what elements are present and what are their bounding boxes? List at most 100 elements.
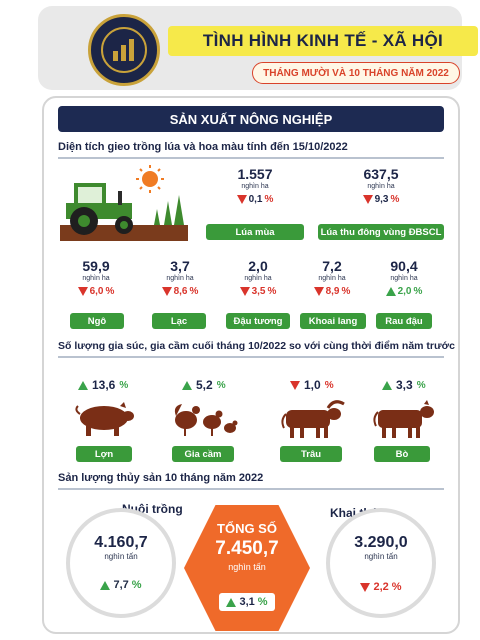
metric-value: 3,7 xyxy=(170,258,190,274)
metric-lac: 3,7 nghìn ha 8,6% xyxy=(150,258,210,297)
metric-lua-mua: 1.557 nghìn ha 0,1% xyxy=(210,166,300,205)
metric-change: 9,3 xyxy=(374,194,389,205)
metric-value: 2,0 xyxy=(248,258,268,274)
label-rau-dau: Rau đậu xyxy=(376,313,432,329)
increase-arrow-icon xyxy=(182,380,192,390)
livestock-cow-change: 3,3% xyxy=(382,378,426,392)
change-value: 3,1 xyxy=(239,596,255,608)
percent-sign: % xyxy=(341,286,351,297)
label-bo: Bò xyxy=(374,446,430,462)
label-dau-tuong: Đậu tương xyxy=(226,313,290,329)
change-value: 7,7 xyxy=(113,579,129,591)
percent-sign: % xyxy=(264,194,274,205)
change-value: 2,2 xyxy=(373,581,389,593)
label-gia-cam: Gia cầm xyxy=(172,446,234,462)
metric-lua-thu-dong: 637,5 nghìn ha 9,3% xyxy=(336,166,426,205)
decrease-arrow-icon xyxy=(161,287,172,296)
metric-unit: nghìn ha xyxy=(244,275,272,282)
pig-icon xyxy=(75,402,134,436)
metric-unit: nghìn ha xyxy=(390,275,418,282)
metric-dau-tuong: 2,0 nghìn ha 3,5% xyxy=(228,258,288,297)
decrease-arrow-icon xyxy=(313,287,324,296)
percent-sign: % xyxy=(131,579,142,591)
capture-ring xyxy=(326,508,436,618)
metric-change: 3,5 xyxy=(251,286,266,297)
planting-heading: Diện tích gieo trồng lúa và hoa màu tính… xyxy=(58,141,348,153)
percent-sign: % xyxy=(391,581,402,593)
aquaculture-unit: nghìn tấn xyxy=(104,552,138,561)
capture-value: 3.290,0 xyxy=(354,534,408,551)
header-card: TÌNH HÌNH KINH TẾ - XÃ HỘI THÁNG MƯỜI VÀ… xyxy=(38,6,478,90)
metric-unit: nghìn ha xyxy=(367,183,395,190)
fishery-divider xyxy=(58,488,444,490)
total-value: 7.450,7 xyxy=(215,538,279,559)
capture-metric: 3.290,0 nghìn tấn xyxy=(326,534,436,561)
metric-change: 0,1 xyxy=(248,194,263,205)
capture-unit: nghìn tấn xyxy=(364,552,398,561)
livestock-buffalo-change: 1,0% xyxy=(290,378,334,392)
metric-value: 90,4 xyxy=(390,258,418,274)
percent-sign: % xyxy=(105,286,115,297)
change-value: 5,2 xyxy=(196,378,213,392)
percent-sign: % xyxy=(257,596,268,608)
percent-sign: % xyxy=(413,286,423,297)
metric-unit: nghìn ha xyxy=(318,275,346,282)
label-khoai-lang: Khoai lang xyxy=(300,313,366,329)
metric-unit: nghìn ha xyxy=(82,275,110,282)
livestock-divider xyxy=(58,356,444,358)
fishery-heading: Sản lượng thủy sản 10 tháng năm 2022 xyxy=(58,472,264,484)
decrease-arrow-icon xyxy=(236,195,247,204)
metric-unit: nghìn ha xyxy=(241,183,269,190)
increase-arrow-icon xyxy=(382,380,392,390)
increase-arrow-icon xyxy=(226,597,237,607)
percent-sign: % xyxy=(216,379,226,391)
percent-sign: % xyxy=(416,379,426,391)
metric-value: 1.557 xyxy=(237,166,273,182)
cow-icon xyxy=(373,400,434,438)
metric-rau-dau: 90,4 nghìn ha 2,0% xyxy=(374,258,434,297)
page-title: TÌNH HÌNH KINH TẾ - XÃ HỘI xyxy=(202,31,444,50)
label-lua-mua: Lúa mùa xyxy=(206,224,304,240)
metric-change: 2,0 xyxy=(397,286,412,297)
decrease-arrow-icon xyxy=(239,287,250,296)
aquaculture-metric: 4.160,7 nghìn tấn xyxy=(66,534,176,561)
metric-ngo: 59,9 nghìn ha 6,0% xyxy=(66,258,126,297)
aquaculture-change: 7,7% xyxy=(94,576,148,594)
page-subtitle: THÁNG MƯỜI VÀ 10 THÁNG NĂM 2022 xyxy=(263,67,449,79)
increase-arrow-icon xyxy=(78,380,88,390)
total-label: TỔNG SỐ xyxy=(217,521,277,536)
decrease-arrow-icon xyxy=(362,195,373,204)
percent-sign: % xyxy=(189,286,199,297)
livestock-heading: Số lượng gia súc, gia cầm cuối tháng 10/… xyxy=(58,340,455,352)
tractor-farm-icon xyxy=(60,165,188,241)
buffalo-icon xyxy=(281,400,345,438)
metric-value: 637,5 xyxy=(363,166,399,182)
metric-change: 6,0 xyxy=(89,286,104,297)
title-bar: TÌNH HÌNH KINH TẾ - XÃ HỘI xyxy=(168,26,478,56)
label-lua-thu-dong: Lúa thu đông vùng ĐBSCL xyxy=(318,224,444,240)
change-value: 13,6 xyxy=(92,378,116,392)
metric-khoai-lang: 7,2 nghìn ha 8,9% xyxy=(302,258,362,297)
label-ngo: Ngô xyxy=(70,313,124,329)
change-value: 3,3 xyxy=(396,378,413,392)
metric-value: 59,9 xyxy=(82,258,110,274)
livestock-pig-change: 13,6% xyxy=(78,378,128,392)
subtitle-pill: THÁNG MƯỜI VÀ 10 THÁNG NĂM 2022 xyxy=(252,62,460,84)
planting-divider xyxy=(58,157,444,159)
metric-change: 8,9 xyxy=(325,286,340,297)
section-banner: SẢN XUẤT NÔNG NGHIỆP xyxy=(58,106,444,132)
percent-sign: % xyxy=(267,286,277,297)
metric-change: 8,6 xyxy=(173,286,188,297)
decrease-arrow-icon xyxy=(360,582,371,592)
total-unit: nghìn tấn xyxy=(228,562,266,572)
increase-arrow-icon xyxy=(100,580,111,590)
increase-arrow-icon xyxy=(385,287,396,296)
aquaculture-ring xyxy=(66,508,176,618)
section-title: SẢN XUẤT NÔNG NGHIỆP xyxy=(169,111,333,127)
label-lac: Lạc xyxy=(152,313,206,329)
label-lon: Lợn xyxy=(76,446,132,462)
total-change: 3,1% xyxy=(219,593,275,611)
capture-change: 2,2% xyxy=(354,578,408,596)
percent-sign: % xyxy=(119,379,129,391)
bar-chart-icon xyxy=(113,39,134,61)
